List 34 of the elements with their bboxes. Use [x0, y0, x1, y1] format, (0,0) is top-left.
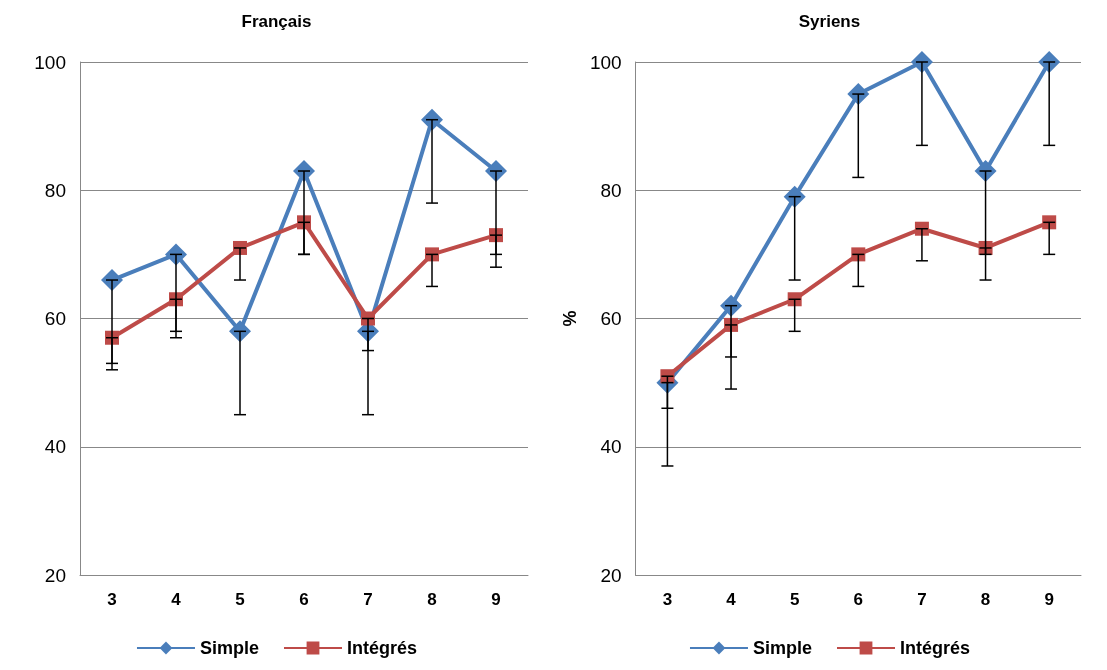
y-tick-label: 20 — [44, 564, 66, 586]
point — [783, 185, 806, 208]
y-tick-label: 60 — [44, 308, 66, 329]
chart-title: Français — [241, 12, 312, 31]
y-tick-label: 80 — [44, 179, 66, 201]
x-tick-label: 4 — [171, 590, 182, 609]
y-tick-label: 100 — [589, 51, 622, 73]
y-tick-label: 40 — [600, 436, 622, 458]
x-tick-label: 3 — [662, 590, 673, 609]
y-axis-title: % — [560, 310, 580, 327]
point — [851, 247, 866, 262]
x-tick-label: 6 — [299, 590, 309, 609]
point — [787, 292, 802, 307]
legend-label: Intégrés — [347, 638, 418, 658]
x-tick-label: 8 — [980, 590, 991, 609]
x-tick-label: 8 — [427, 590, 437, 609]
y-tick-label: 100 — [34, 51, 66, 73]
legend-label: Simple — [752, 638, 813, 658]
x-tick-label: 5 — [789, 590, 800, 609]
x-tick-label: 5 — [235, 590, 245, 609]
x-tick-label: 7 — [363, 590, 373, 609]
y-tick-label: 40 — [44, 436, 66, 458]
y-tick-label: 60 — [600, 308, 622, 329]
legend-label: Intégrés — [900, 638, 971, 658]
x-tick-label: 7 — [917, 590, 927, 609]
chart-title: Syriens — [798, 12, 861, 31]
y-tick-label: 80 — [600, 179, 622, 201]
legend-label: Simple — [199, 638, 260, 658]
x-tick-label: 4 — [726, 590, 737, 609]
x-tick-label: 9 — [491, 590, 501, 609]
x-tick-label: 9 — [1044, 590, 1054, 609]
y-tick-label: 20 — [600, 564, 622, 586]
x-tick-label: 6 — [853, 590, 864, 609]
x-tick-label: 3 — [107, 590, 117, 609]
